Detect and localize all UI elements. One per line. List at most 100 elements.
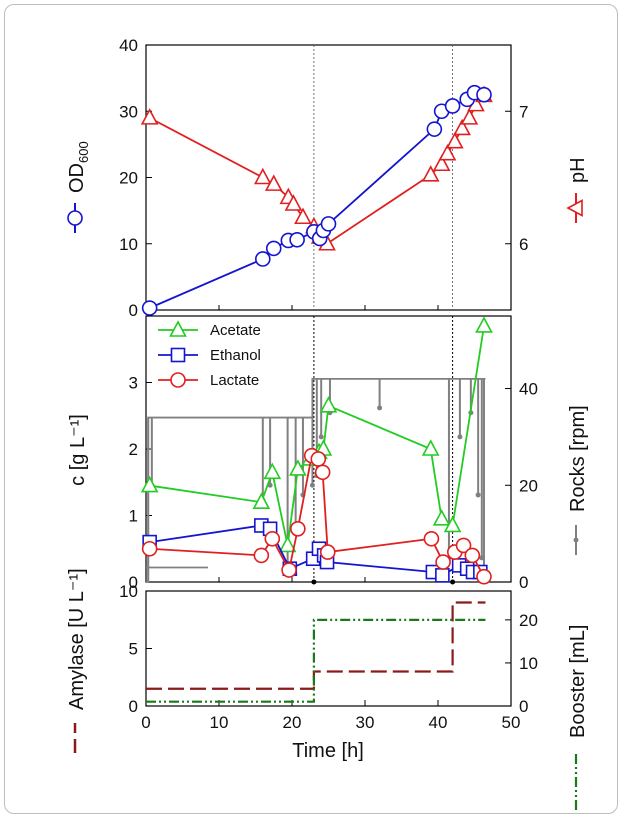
legend-label-ethanol: Ethanol <box>210 347 261 364</box>
series-0-point <box>254 251 271 267</box>
x-tick-label: 0 <box>141 713 150 732</box>
series-1-point <box>140 108 159 125</box>
series-0-point <box>265 240 282 257</box>
x-tick-label: 40 <box>429 713 448 732</box>
x-tick-label: 50 <box>502 713 521 732</box>
od600-axis-subscript: 600 <box>76 141 91 163</box>
bottom-y2-tick-label: 20 <box>519 611 538 630</box>
acetate-point <box>278 535 297 553</box>
bottom-y-tick-label: 10 <box>119 582 138 601</box>
top-y-tick-label: 0 <box>129 301 138 320</box>
series-0-point <box>289 231 305 248</box>
bottom-y2-tick-label: 10 <box>519 654 538 673</box>
lactate-point <box>464 547 481 564</box>
series-1-point <box>460 108 479 125</box>
lactate-point <box>423 530 440 547</box>
amylase-line <box>146 601 486 690</box>
ethanol-point <box>435 568 450 583</box>
lactate-point <box>141 540 158 557</box>
figure-frame <box>4 4 618 814</box>
ph-axis-text: pH <box>567 157 589 183</box>
rocks-dip-point <box>377 405 383 411</box>
vline-base-dot <box>450 579 456 585</box>
top-y-tick-label: 10 <box>119 235 138 254</box>
middle-y2-tick-label: 0 <box>519 573 528 592</box>
series-1-point <box>438 143 457 161</box>
amylase-axis-text: Amylase [U L⁻¹] <box>66 568 88 710</box>
middle-y2-tick-label: 40 <box>519 380 538 399</box>
series-1-point <box>284 194 303 211</box>
rocks-axis-label: Rocks [rpm] <box>567 405 589 555</box>
middle-y-tick-label: 3 <box>129 374 138 393</box>
series-1-point <box>453 118 471 136</box>
lactate-point <box>310 451 327 467</box>
legend-marker-ethanol <box>170 347 186 363</box>
lactate-point <box>314 464 331 481</box>
acetate-point <box>263 462 282 480</box>
x-tick-label: 10 <box>210 713 229 732</box>
acetate-point <box>421 439 440 456</box>
bottom-y2-tick-label: 0 <box>519 697 528 716</box>
booster-axis-label: Booster [mL] <box>567 625 589 810</box>
legend-marker-lactate <box>170 372 186 388</box>
booster-line <box>146 618 486 703</box>
middle-y-tick-label: 1 <box>129 507 138 526</box>
lactate-point <box>264 530 281 547</box>
vline-base-dot <box>311 579 317 585</box>
series-0-point <box>426 121 443 137</box>
acetate-point <box>443 515 462 533</box>
x-axis-label: Time [h] <box>292 740 364 762</box>
legend-label-lactate: Lactate <box>210 372 259 389</box>
acetate-point <box>289 459 307 476</box>
top-panel-frame <box>145 44 512 311</box>
series-1-point <box>421 165 440 182</box>
lactate-point <box>435 554 451 570</box>
ph-axis-label: pH <box>566 157 589 223</box>
x-tick-label: 30 <box>356 713 375 732</box>
series-1-point <box>294 207 312 225</box>
top-y-tick-label: 30 <box>119 102 138 121</box>
middle-y-tick-label: 2 <box>129 440 138 459</box>
series-0-point <box>141 300 158 316</box>
conc-axis-text: c [g L⁻¹] <box>67 414 89 486</box>
bottom-y-tick-label: 0 <box>129 697 138 716</box>
top-y-tick-label: 40 <box>119 36 138 55</box>
acetate-point <box>252 492 271 510</box>
top-y-tick-label: 20 <box>119 169 138 188</box>
lactate-point <box>455 537 472 554</box>
acetate-point <box>432 509 451 526</box>
amylase-axis-label: Amylase [U L⁻¹] <box>66 568 88 753</box>
bottom-y-tick-label: 5 <box>129 640 138 659</box>
series-0-point <box>444 98 461 114</box>
middle-y-tick-label: 0 <box>129 573 138 592</box>
od600-axis-text: OD600 <box>66 141 91 193</box>
lactate-point <box>253 547 270 564</box>
acetate-point <box>319 396 338 413</box>
conc-axis-label: c [g L⁻¹] <box>67 414 89 486</box>
legend-marker-acetate <box>169 320 187 337</box>
legend-label-acetate: Acetate <box>210 322 261 339</box>
series-1-point <box>253 167 272 185</box>
top-y2-tick-label: 6 <box>519 235 528 254</box>
series-1-point <box>264 174 283 191</box>
booster-axis-text: Booster [mL] <box>567 625 589 738</box>
rocks-legend-marker <box>573 537 579 543</box>
od600-legend-marker <box>67 210 83 226</box>
rocks-axis-text: Rocks [rpm] <box>567 405 589 512</box>
rocks-dip-point <box>457 434 463 440</box>
series-1-point <box>432 154 451 172</box>
x-tick-label: 20 <box>283 713 302 732</box>
od600-axis-label: OD600 <box>66 141 91 233</box>
series-0-point <box>320 216 337 232</box>
series-1-point <box>445 132 464 149</box>
middle-y2-tick-label: 20 <box>519 476 538 495</box>
rocks-dip-point <box>475 492 481 498</box>
lactate-point <box>476 568 492 585</box>
ph-legend-marker <box>566 199 583 217</box>
series-0-point <box>476 86 492 103</box>
lactate-point <box>290 520 306 537</box>
lactate-point <box>319 544 336 560</box>
top-y2-tick-label: 7 <box>519 102 528 121</box>
acetate-point <box>140 475 159 493</box>
